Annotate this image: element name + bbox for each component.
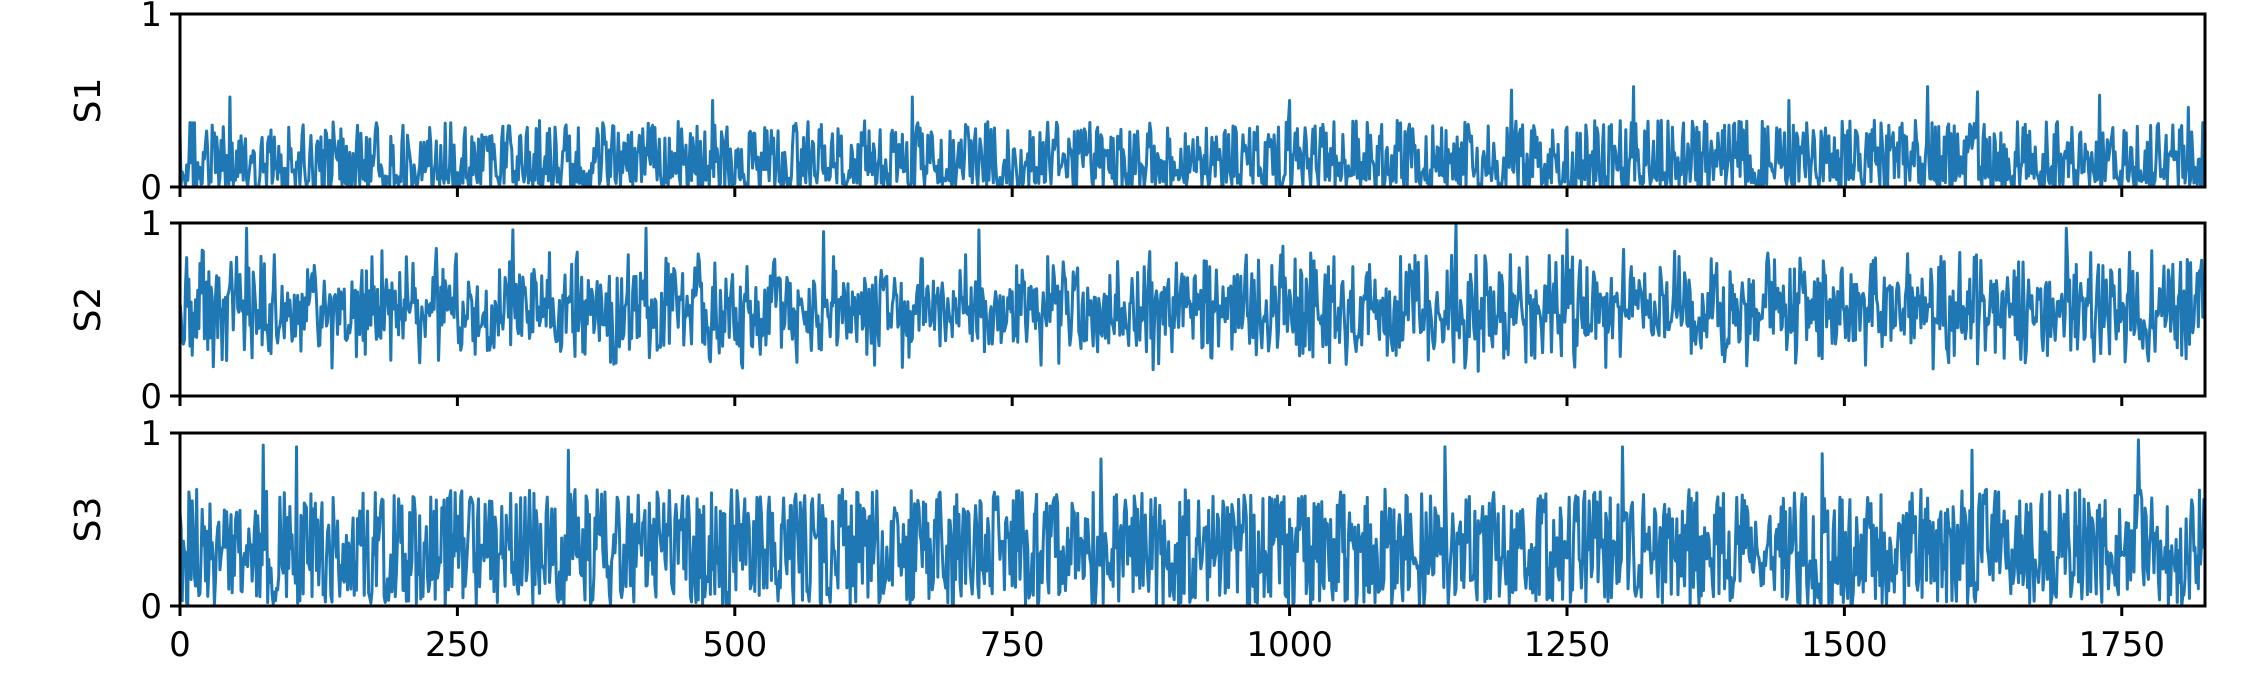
x-tick-label: 500: [702, 625, 767, 665]
y-axis-label: S3: [68, 497, 109, 543]
series-line-s3: [180, 438, 2205, 606]
y-axis-label: S1: [68, 78, 109, 124]
panel-s1: 0 1 S1: [68, 0, 2207, 208]
x-tick-label: 250: [425, 625, 490, 665]
y-axis-label: S2: [68, 287, 109, 333]
panel-s3: 0 1 0 250 500 750 1000 1250 1500 1750 S3: [68, 414, 2207, 665]
plot-frame: [178, 221, 2207, 398]
x-tick-label: 750: [980, 625, 1045, 665]
y-tick-label: 1: [140, 204, 162, 244]
x-tick-label: 1250: [1524, 625, 1611, 665]
y-tick-label: 0: [140, 377, 162, 417]
plot-frame: [178, 431, 2207, 608]
x-tick-label: 1750: [2079, 625, 2166, 665]
y-tick-label: 1: [140, 0, 162, 35]
series-line-s1: [180, 85, 2205, 187]
x-tick-label: 0: [169, 625, 191, 665]
y-tick-label: 0: [140, 168, 162, 208]
y-tick-label: 0: [140, 587, 162, 627]
x-tick-label: 1500: [1801, 625, 1888, 665]
panel-s2: 0 1 S2: [68, 204, 2207, 417]
y-tick-label: 1: [140, 414, 162, 454]
x-tick-label: 1000: [1246, 625, 1333, 665]
plot-frame: [178, 12, 2207, 189]
series-line-s2: [180, 223, 2205, 373]
